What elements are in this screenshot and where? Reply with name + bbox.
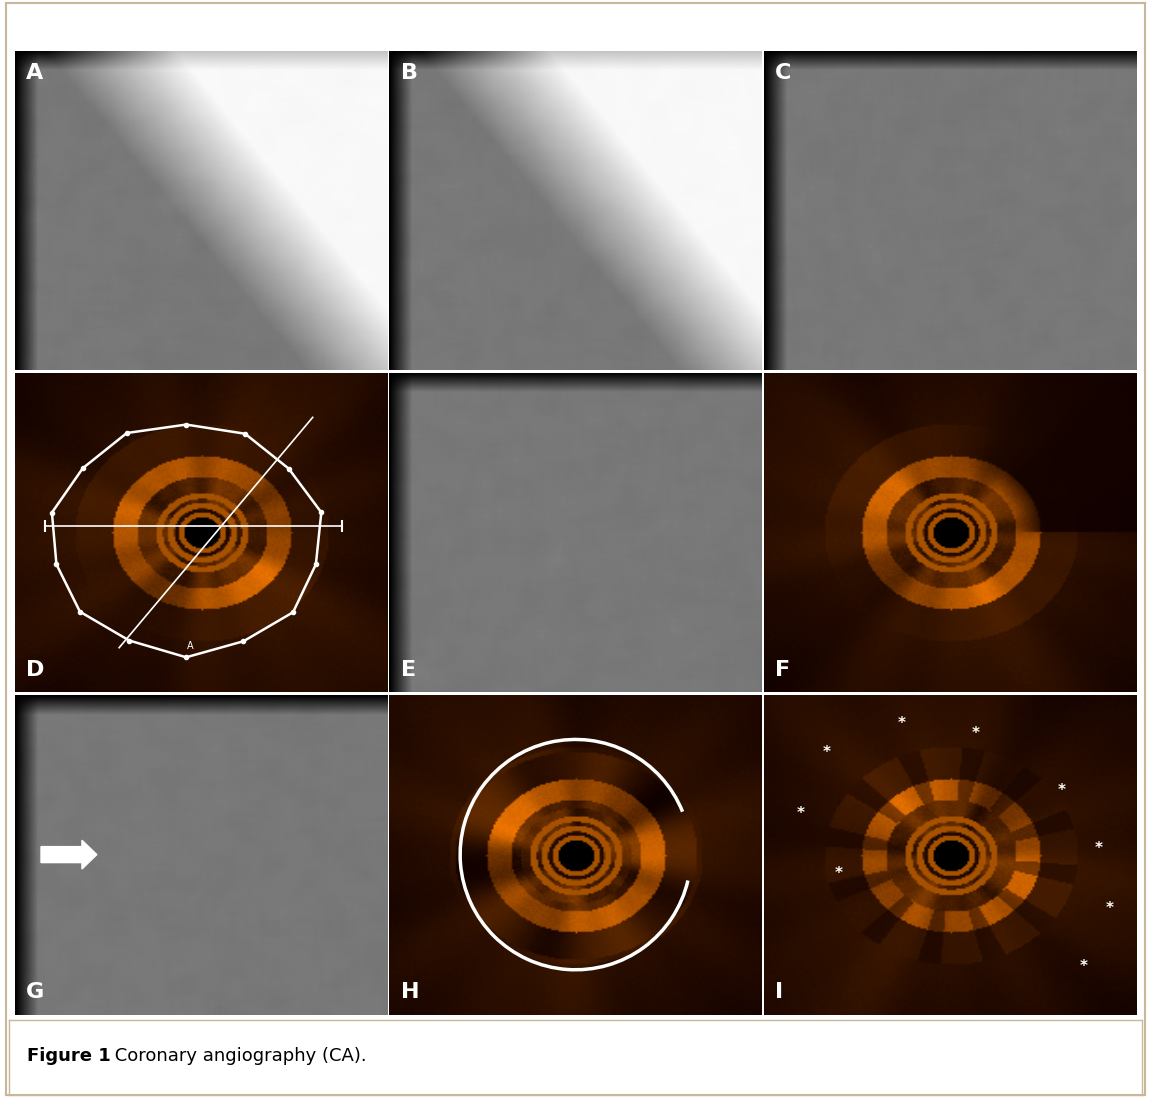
Text: D: D xyxy=(26,660,45,680)
Text: *: * xyxy=(898,716,906,731)
Text: *: * xyxy=(1058,783,1066,798)
Text: B: B xyxy=(401,63,418,83)
Text: E: E xyxy=(401,660,416,680)
Text: H: H xyxy=(401,982,419,1002)
Text: A: A xyxy=(186,641,193,651)
Text: *: * xyxy=(971,726,980,740)
Text: F: F xyxy=(775,660,791,680)
Text: Figure 1: Figure 1 xyxy=(28,1046,112,1065)
Text: C: C xyxy=(775,63,792,83)
Text: *: * xyxy=(798,806,805,820)
Text: *: * xyxy=(1080,959,1088,974)
Text: Coronary angiography (CA).: Coronary angiography (CA). xyxy=(109,1046,366,1065)
Text: A: A xyxy=(26,63,44,83)
Text: *: * xyxy=(823,744,831,760)
Text: *: * xyxy=(1095,841,1103,855)
Text: *: * xyxy=(1106,901,1114,917)
Text: *: * xyxy=(834,866,843,882)
Text: I: I xyxy=(775,982,783,1002)
Text: G: G xyxy=(26,982,45,1002)
FancyArrow shape xyxy=(41,840,97,869)
